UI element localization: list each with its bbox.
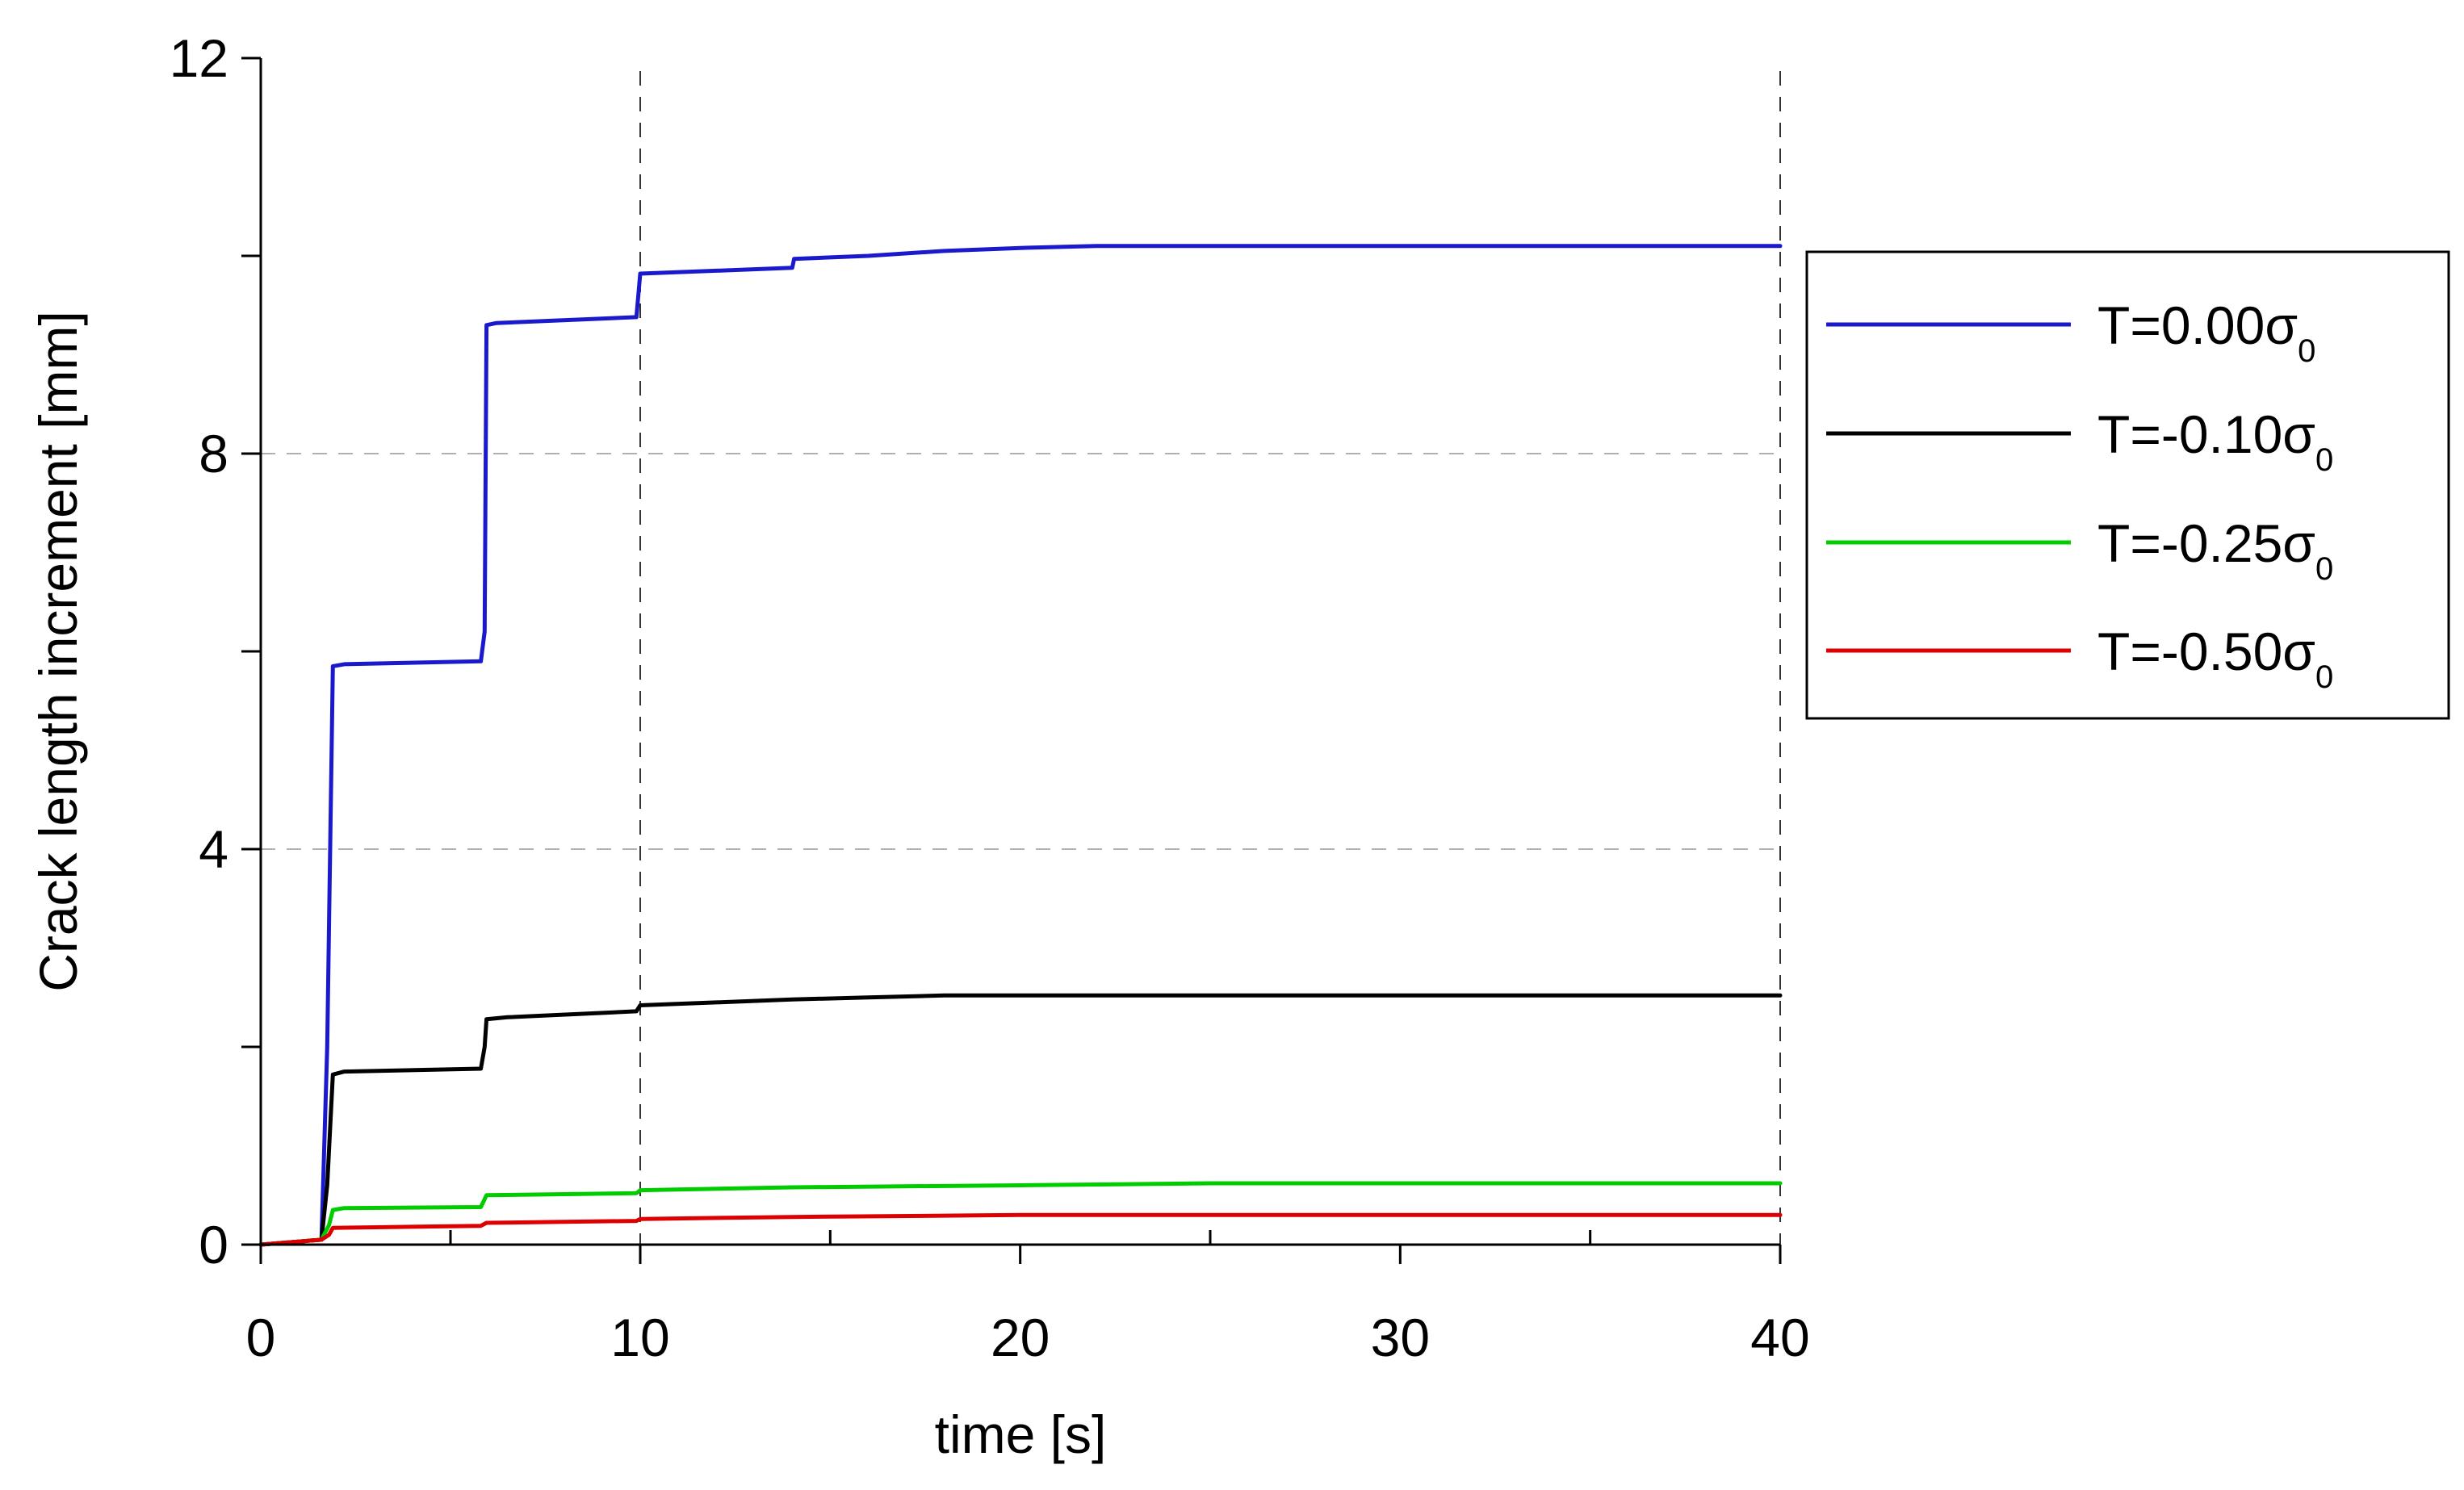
legend-box xyxy=(1805,250,2450,720)
y-axis-title: Crack length increment [mm] xyxy=(28,311,88,992)
series-line-1 xyxy=(258,993,1783,1247)
legend-subscript: 0 xyxy=(2315,659,2333,695)
y-tick-label: 12 xyxy=(170,28,228,88)
x-tick-label: 0 xyxy=(246,1308,276,1367)
series-line-0 xyxy=(258,244,1783,1247)
x-axis-title: time [s] xyxy=(935,1404,1107,1464)
x-tick-label: 30 xyxy=(1371,1308,1430,1367)
axes xyxy=(259,58,1780,1246)
grid-lines xyxy=(261,71,1781,1245)
y-tick-label: 0 xyxy=(199,1215,228,1274)
legend-subscript: 0 xyxy=(2315,442,2333,478)
y-tick-label: 4 xyxy=(199,819,228,879)
y-tick-label: 8 xyxy=(199,424,228,483)
x-tick-label: 20 xyxy=(991,1308,1050,1367)
x-tick-label: 40 xyxy=(1750,1308,1809,1367)
axis-ticks xyxy=(241,57,1782,1264)
series-line-3 xyxy=(258,1212,1783,1247)
legend-subscript: 0 xyxy=(2298,333,2315,369)
series-line-2 xyxy=(258,1181,1783,1247)
series-lines xyxy=(258,244,1783,1247)
x-tick-label: 10 xyxy=(610,1308,669,1367)
legend-subscript: 0 xyxy=(2315,551,2333,587)
tick-labels: 0 4 8 12 0 10 20 30 40 xyxy=(170,28,1810,1367)
